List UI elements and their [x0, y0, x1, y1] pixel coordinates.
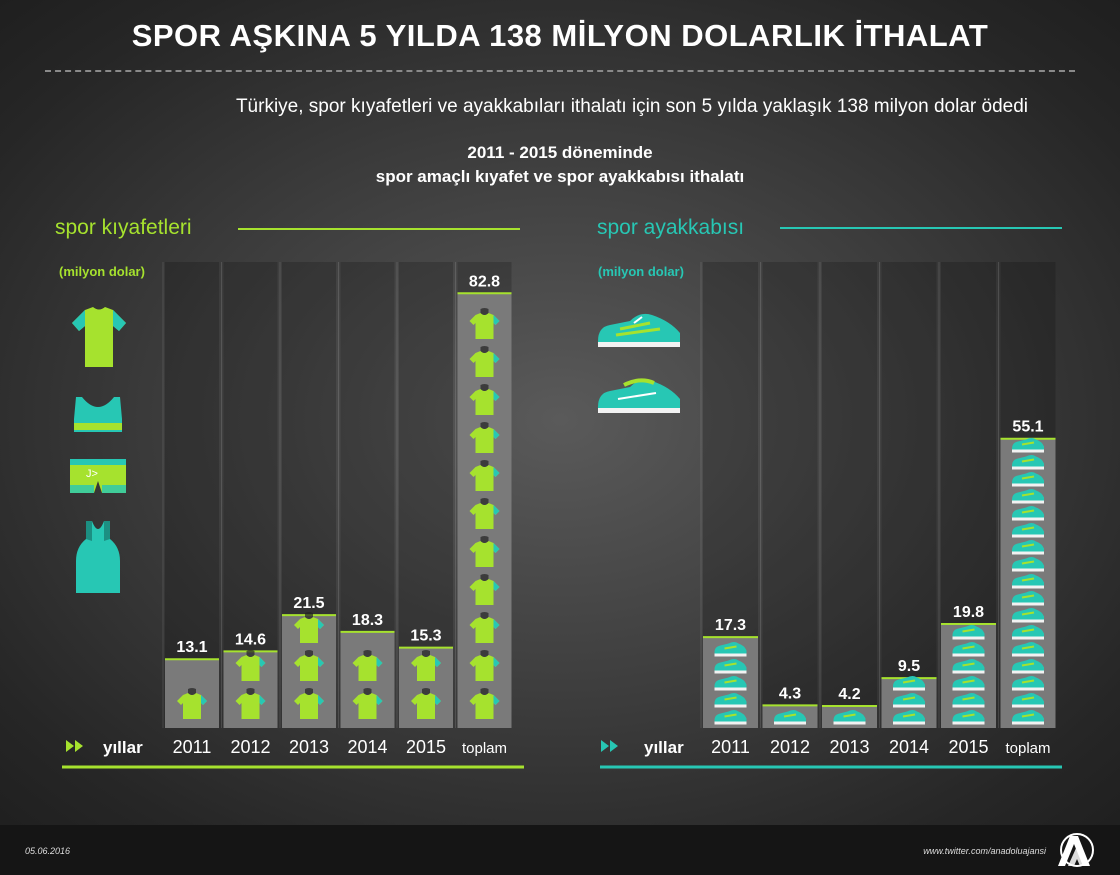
shorts-icon: J>: [70, 459, 126, 493]
shoes-column-bg: [762, 262, 818, 728]
sneaker-icon: [598, 378, 680, 413]
clothing-category-label: toplam: [462, 740, 507, 757]
chart-title-line2: spor amaçlı kıyafet ve spor ayakkabısı i…: [375, 167, 745, 186]
t-shirt-icon: [72, 307, 126, 367]
shoes-category-label: toplam: [1005, 740, 1050, 757]
clothing-category-label: 2011: [173, 737, 212, 757]
clothing-category-label: 2012: [230, 737, 270, 757]
clothing-unit-label: (milyon dolar): [59, 264, 145, 279]
publish-date: 05.06.2016: [25, 846, 71, 856]
clothing-category-label: 2014: [347, 737, 387, 757]
shoes-value-label: 9.5: [898, 658, 920, 675]
tank-top-icon: [76, 521, 120, 593]
shoes-category-label: 2014: [889, 737, 929, 757]
clothing-category-label: 2015: [406, 737, 446, 757]
shoes-category-label: 2012: [770, 737, 810, 757]
shoes-column-bg: [881, 262, 937, 728]
clothing-value-label: 15.3: [410, 628, 441, 645]
shoes-category-label: 2011: [711, 737, 750, 757]
svg-text:J>: J>: [86, 468, 98, 480]
shoes-category-label: 2015: [948, 737, 988, 757]
clothing-bars: 13.1 2011 14.6 2012 21.5 2013 18.3 2014 15.3 2015…: [162, 262, 512, 757]
shoes-bars: 17.3 2011 4.3 2012 4.2 2013 9.5 2014 19.8 2015 55.…: [700, 262, 1056, 757]
clothing-x-axis-title: yıllar: [103, 738, 143, 757]
play-arrows-icon: [601, 740, 618, 752]
chart-title-line1: 2011 - 2015 döneminde: [467, 143, 653, 162]
clothing-value-label: 13.1: [176, 639, 207, 656]
clothing-category-label: 2013: [289, 737, 329, 757]
clothing-section-title: spor kıyafetleri: [55, 216, 192, 239]
shoes-column-bg: [822, 262, 877, 728]
footer-bar: [0, 825, 1120, 875]
shoes-value-label: 17.3: [715, 617, 746, 634]
sneaker-icon: [598, 313, 680, 347]
clothing-column-bg: [165, 262, 219, 728]
dashed-divider: [45, 70, 1075, 72]
clothing-value-label: 14.6: [235, 631, 266, 648]
shoes-value-label: 55.1: [1012, 419, 1043, 436]
shoes-section-title: spor ayakkabısı: [597, 216, 745, 239]
page-title: SPOR AŞKINA 5 YILDA 138 MİLYON DOLARLIK …: [131, 18, 989, 53]
sports-bra-icon: [74, 397, 122, 432]
shoes-unit-label: (milyon dolar): [598, 264, 684, 279]
clothing-value-label: 18.3: [352, 612, 383, 629]
shoes-value-label: 19.8: [953, 604, 984, 621]
shoes-value-label: 4.2: [838, 686, 860, 703]
shoes-category-label: 2013: [829, 737, 869, 757]
clothing-value-label: 21.5: [293, 595, 324, 612]
clothing-value-label: 82.8: [469, 273, 500, 290]
twitter-link[interactable]: www.twitter.com/anadoluajansi: [923, 846, 1046, 856]
subtitle: Türkiye, spor kıyafetleri ve ayakkabılar…: [235, 96, 1028, 117]
play-arrows-icon: [66, 740, 83, 752]
aa-logo-icon: [1058, 833, 1094, 867]
shoes-x-axis-title: yıllar: [644, 738, 684, 757]
shoes-value-label: 4.3: [779, 685, 801, 702]
